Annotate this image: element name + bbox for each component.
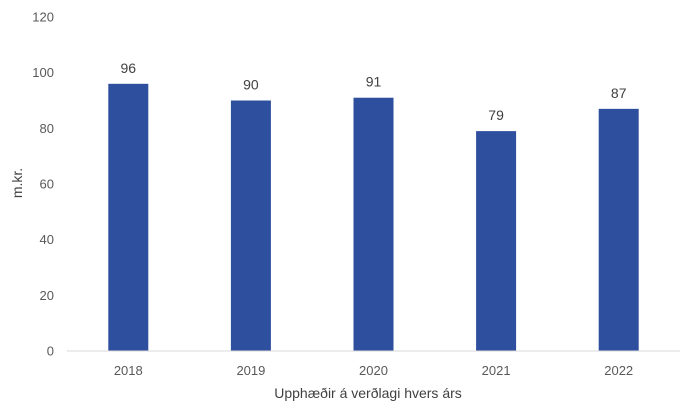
data-label-2021: 79 [488,107,504,123]
y-tick-label: 80 [40,121,54,136]
bar-2021 [476,131,517,351]
y-tick-label: 40 [40,232,54,247]
x-axis-title: Upphæðir á verðlagi hvers árs [274,385,462,401]
y-tick-label: 60 [40,177,54,192]
bar-2019 [230,100,271,351]
data-labels: 96 90 91 79 87 [121,60,627,123]
y-tick-label: 100 [32,65,54,80]
bars [108,83,639,352]
x-tick-label-2019: 2019 [236,363,265,378]
bar-2020 [353,97,394,351]
y-tick-label: 0 [47,344,54,359]
data-label-2018: 96 [121,60,137,76]
y-tick-label: 120 [32,10,54,25]
data-label-2020: 91 [366,74,382,90]
data-label-2019: 90 [243,77,259,93]
x-tick-label-2018: 2018 [114,363,143,378]
x-axis-ticks: 2018 2019 2020 2021 2022 [114,363,633,378]
bar-2018 [108,83,149,352]
bar-2022 [598,108,639,351]
y-axis-ticks: 0 20 40 60 80 100 120 [32,10,54,359]
y-tick-label: 20 [40,288,54,303]
x-tick-label-2021: 2021 [482,363,511,378]
x-tick-label-2020: 2020 [359,363,388,378]
x-tick-label-2022: 2022 [604,363,633,378]
data-label-2022: 87 [611,85,627,101]
y-axis-title: m.kr. [9,168,25,198]
